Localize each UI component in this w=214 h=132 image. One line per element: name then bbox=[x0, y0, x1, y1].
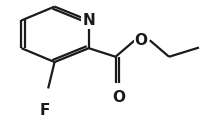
Text: O: O bbox=[112, 90, 125, 105]
Text: O: O bbox=[135, 33, 148, 48]
Text: N: N bbox=[82, 13, 95, 28]
Text: F: F bbox=[40, 103, 50, 118]
